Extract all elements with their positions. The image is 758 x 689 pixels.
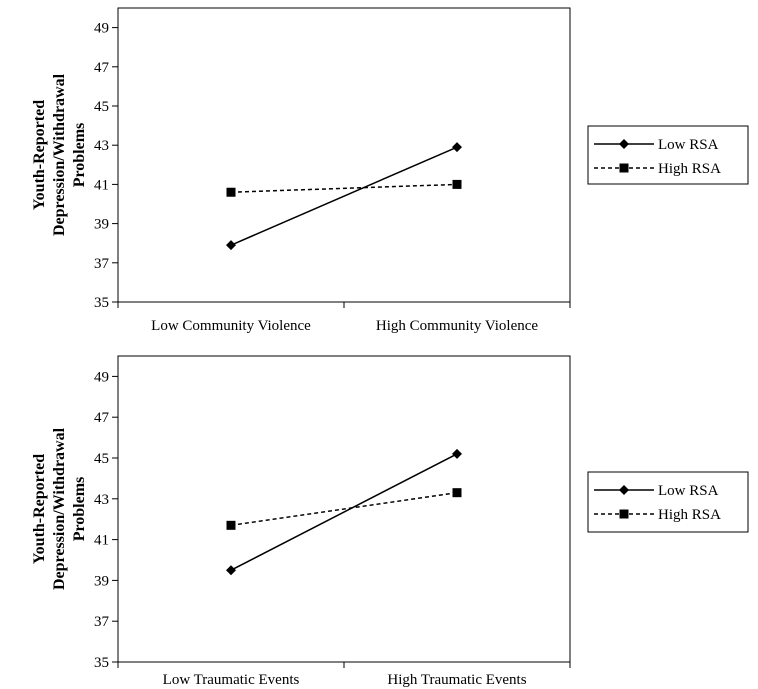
y-tick-label: 43 [94,138,109,154]
chart-panel-1: 35 37 39 41 43 45 47 49 Low Community Violence Hi… [31,7,749,334]
y-axis-label-line: Youth-Reported [31,454,48,564]
data-point-diamond [226,240,236,251]
data-point-diamond [452,448,462,459]
y-tick-label: 37 [94,256,110,272]
data-point-square [226,520,236,530]
legend-box [587,471,749,533]
legend-marker-square [619,163,629,173]
y-tick-label: 49 [94,21,109,37]
plot-area [117,7,571,303]
legend-label: Low RSA [658,137,719,153]
y-tick-label: 47 [94,60,110,76]
legend: Low RSA High RSA [587,471,749,533]
data-point-diamond [452,142,462,153]
y-tick-label: 35 [94,295,109,311]
legend-marker-diamond [619,139,629,149]
legend-label: High RSA [658,161,721,177]
data-point-square [452,179,462,189]
y-tick-label: 45 [94,451,109,467]
series-line-low-rsa [230,453,458,571]
legend-box [587,125,749,185]
series-line-low-rsa [230,146,458,246]
y-tick-label: 49 [94,369,109,385]
x-tick-label: High Community Violence [376,318,538,334]
y-tick-label: 41 [94,533,109,549]
legend-marker-diamond [619,485,629,495]
y-axis-label-line: Youth-Reported [31,100,48,210]
y-tick-label: 39 [94,217,109,233]
series-line-high-rsa [230,491,458,527]
x-tick-label: Low Traumatic Events [163,672,300,688]
data-point-diamond [226,565,236,576]
legend: Low RSA High RSA [587,125,749,185]
y-tick-label: 47 [94,410,110,426]
legend-label: High RSA [658,507,721,523]
data-point-square [452,488,462,498]
y-tick-label: 43 [94,492,109,508]
y-axis-label-line: Depression/Withdrawal [51,73,68,236]
y-axis-label: Youth-Reported Depression/Withdrawal Probl… [31,427,88,590]
legend-marker-square [619,509,629,519]
x-tick-label: Low Community Violence [151,318,311,334]
y-axis-label-line: Depression/Withdrawal [51,427,68,590]
y-axis-label-line: Problems [71,477,88,542]
chart-panel-2: 35 37 39 41 43 45 47 49 Low Traumatic Events High… [31,355,749,688]
data-point-square [226,187,236,197]
y-tick-label: 35 [94,655,109,671]
x-tick-label: High Traumatic Events [387,672,526,688]
series-line-high-rsa [230,183,458,193]
y-axis-label: Youth-Reported Depression/Withdrawal Probl… [31,73,88,236]
y-axis-label-line: Problems [71,123,88,188]
y-tick-label: 39 [94,573,109,589]
y-tick-label: 37 [94,614,110,630]
legend-label: Low RSA [658,483,719,499]
y-tick-label: 45 [94,99,109,115]
y-tick-label: 41 [94,177,109,193]
